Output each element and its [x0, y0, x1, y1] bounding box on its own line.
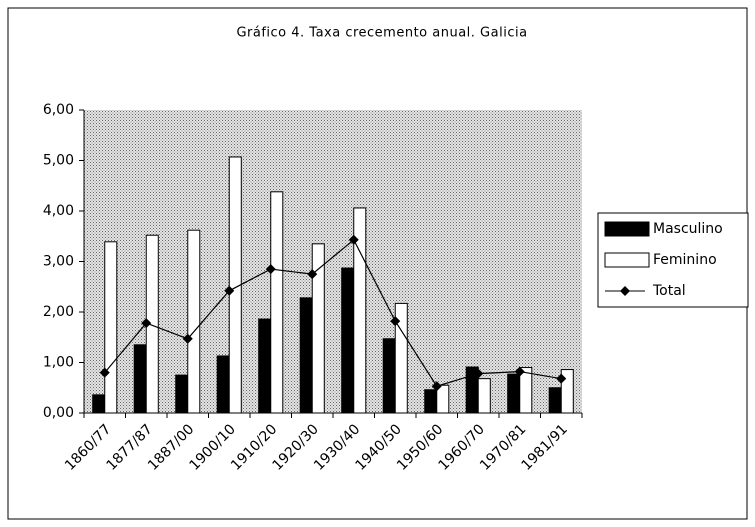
- bar: [353, 207, 367, 414]
- bar: [507, 373, 521, 414]
- bar: [270, 191, 284, 414]
- marker: [348, 234, 359, 245]
- bar: [341, 267, 355, 414]
- marker: [514, 366, 525, 377]
- bar: [299, 297, 313, 414]
- bar: [133, 344, 147, 414]
- y-tick-label: 0,00: [43, 405, 74, 421]
- bar: [187, 229, 201, 414]
- y-tick-label: 5,00: [43, 153, 74, 169]
- legend-marker: [620, 286, 630, 296]
- marker: [556, 373, 567, 384]
- marker: [307, 269, 318, 280]
- y-tick-label: 1,00: [43, 355, 74, 371]
- bar: [424, 389, 438, 414]
- marker: [431, 381, 442, 392]
- bar: [436, 384, 450, 414]
- bar: [175, 374, 189, 414]
- legend-label: Feminino: [653, 252, 717, 268]
- y-tick-label: 3,00: [43, 254, 74, 270]
- bar: [477, 378, 491, 414]
- bar: [311, 243, 325, 414]
- marker: [99, 367, 110, 378]
- bar: [258, 318, 272, 414]
- marker: [265, 264, 276, 275]
- bar: [92, 394, 106, 414]
- marker: [390, 316, 401, 327]
- marker: [473, 368, 484, 379]
- y-tick-label: 4,00: [43, 203, 74, 219]
- line: [104, 238, 562, 387]
- legend-label: Total: [652, 283, 686, 299]
- marker: [141, 318, 152, 329]
- bar: [104, 241, 118, 414]
- bar: [548, 387, 562, 414]
- y-tick-label: 2,00: [43, 304, 74, 320]
- marker: [182, 333, 193, 344]
- y-tick-label: 6,00: [43, 102, 74, 118]
- legend-label: Masculino: [653, 221, 723, 237]
- bar: [216, 355, 230, 414]
- bar: [382, 338, 396, 414]
- bar: [519, 367, 533, 414]
- bar: [394, 302, 408, 414]
- chart-title: Gráfico 4. Taxa crecemento anual. Galici…: [236, 26, 527, 41]
- legend-swatch: [604, 252, 650, 268]
- marker: [224, 285, 235, 296]
- plot-area: [84, 110, 582, 413]
- legend-swatch: [604, 221, 650, 237]
